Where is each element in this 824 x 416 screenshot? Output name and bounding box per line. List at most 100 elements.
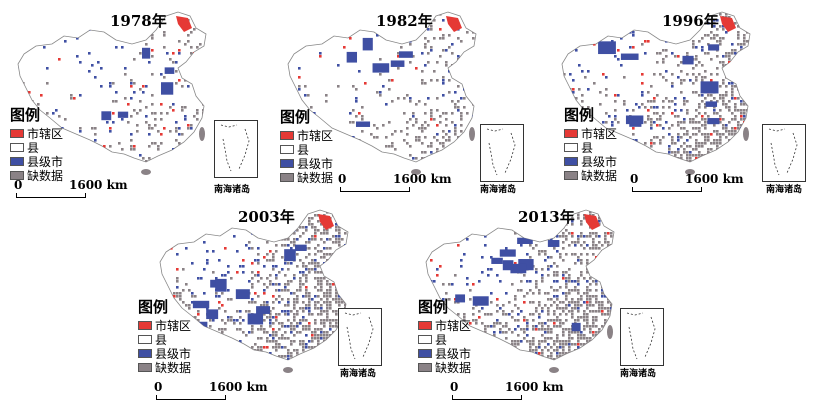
county-cell <box>541 352 544 355</box>
county-cell <box>556 316 559 319</box>
county-cell <box>209 319 212 322</box>
county-city-region <box>510 263 527 274</box>
county-cell <box>257 247 260 250</box>
county-cell <box>598 220 601 223</box>
county-cell <box>523 295 526 298</box>
county-cell <box>683 100 686 103</box>
county-cell <box>692 73 695 76</box>
county-cell <box>445 61 448 64</box>
county-cell <box>604 223 607 226</box>
county-cell <box>725 91 728 94</box>
county-cell <box>344 220 347 223</box>
county-cell <box>439 121 442 124</box>
county-cell <box>347 271 348 274</box>
county-cell <box>586 295 589 298</box>
county-cell <box>196 136 199 139</box>
county-cell <box>493 355 496 358</box>
county-cell <box>475 28 476 31</box>
county-cell <box>728 151 731 154</box>
county-cell <box>406 133 409 136</box>
county-cell <box>251 301 254 304</box>
county-cell <box>604 211 607 214</box>
county-cell <box>203 349 206 352</box>
county-cell <box>577 334 580 337</box>
county-cell <box>574 319 577 322</box>
county-cell <box>478 280 481 283</box>
county-cell <box>605 112 608 115</box>
county-cell <box>607 280 610 283</box>
county-cell <box>394 130 397 133</box>
county-cell <box>737 34 740 37</box>
panel-title: 2003年 <box>238 208 295 226</box>
county-cell <box>514 304 517 307</box>
county-cell <box>200 277 203 280</box>
county-cell <box>151 163 154 166</box>
county-cell <box>175 127 178 130</box>
county-cell <box>538 250 541 253</box>
county-cell <box>487 268 490 271</box>
county-cell <box>581 94 584 97</box>
county-cell <box>313 112 316 115</box>
county-cell <box>290 262 293 265</box>
county-cell <box>704 124 707 127</box>
legend-item-missing: 缺数据 <box>10 168 63 183</box>
county-cell <box>734 157 737 160</box>
county-cell <box>472 337 475 340</box>
county-cell <box>332 277 335 280</box>
county-cell <box>305 289 308 292</box>
county-cell <box>299 280 302 283</box>
county-cell <box>610 253 613 256</box>
county-cell <box>415 103 418 106</box>
county-cell <box>559 325 562 328</box>
county-cell <box>722 103 725 106</box>
scale-zero: 0 <box>450 380 459 394</box>
county-cell <box>716 19 719 22</box>
county-cell <box>592 316 595 319</box>
county-cell <box>296 313 299 316</box>
county-cell <box>200 358 203 360</box>
county-cell <box>97 61 100 64</box>
county-cell <box>469 289 472 292</box>
county-cell <box>400 46 403 49</box>
county-cell <box>662 154 665 157</box>
county-cell <box>338 232 341 235</box>
county-cell <box>296 298 299 301</box>
county-cell <box>205 94 206 97</box>
county-cell <box>436 139 439 142</box>
county-cell <box>454 106 457 109</box>
county-cell <box>668 148 671 151</box>
county-cell <box>583 355 586 358</box>
hainan <box>141 169 151 175</box>
county-cell <box>668 145 671 148</box>
county-cell <box>317 301 320 304</box>
county-cell <box>680 34 683 37</box>
county-cell <box>203 334 206 337</box>
county-cell <box>206 250 209 253</box>
county-cell <box>418 100 421 103</box>
county-cell <box>565 280 568 283</box>
county-cell <box>568 274 571 277</box>
county-cell <box>704 163 707 166</box>
county-cell <box>722 94 725 97</box>
county-cell <box>517 361 520 364</box>
county-cell <box>692 148 695 151</box>
county-cell <box>314 352 317 355</box>
county-cell <box>653 112 656 115</box>
county-cell <box>701 118 704 121</box>
county-cell <box>604 277 607 280</box>
county-cell <box>281 334 284 337</box>
county-cell <box>251 286 254 289</box>
county-cell <box>604 283 607 286</box>
county-cell <box>320 283 323 286</box>
county-cell <box>181 106 184 109</box>
county-cell <box>296 229 299 232</box>
county-cell <box>532 325 535 328</box>
county-cell <box>478 316 481 319</box>
county-cell <box>728 121 731 124</box>
county-cell <box>344 223 347 226</box>
county-cell <box>698 106 701 109</box>
county-cell <box>502 313 505 316</box>
county-cell <box>737 31 740 34</box>
county-cell <box>556 349 559 352</box>
county-cell <box>701 142 704 145</box>
